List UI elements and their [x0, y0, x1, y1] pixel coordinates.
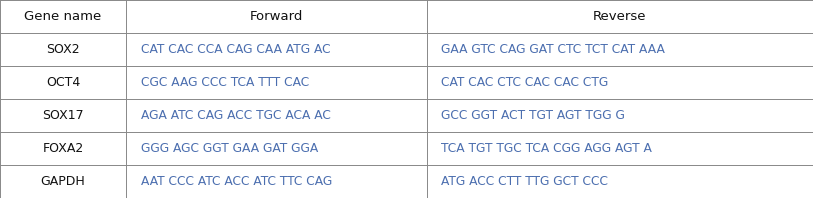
Text: ATG ACC CTT TTG GCT CCC: ATG ACC CTT TTG GCT CCC — [441, 175, 608, 188]
Text: AAT CCC ATC ACC ATC TTC CAG: AAT CCC ATC ACC ATC TTC CAG — [141, 175, 332, 188]
Text: SOX17: SOX17 — [42, 109, 84, 122]
Text: GGG AGC GGT GAA GAT GGA: GGG AGC GGT GAA GAT GGA — [141, 142, 318, 155]
Text: GAPDH: GAPDH — [41, 175, 85, 188]
Text: Reverse: Reverse — [593, 10, 646, 23]
Text: AGA ATC CAG ACC TGC ACA AC: AGA ATC CAG ACC TGC ACA AC — [141, 109, 331, 122]
Text: Forward: Forward — [250, 10, 303, 23]
Text: FOXA2: FOXA2 — [42, 142, 84, 155]
Text: SOX2: SOX2 — [46, 43, 80, 56]
Text: Gene name: Gene name — [24, 10, 102, 23]
Text: TCA TGT TGC TCA CGG AGG AGT A: TCA TGT TGC TCA CGG AGG AGT A — [441, 142, 652, 155]
Text: GAA GTC CAG GAT CTC TCT CAT AAA: GAA GTC CAG GAT CTC TCT CAT AAA — [441, 43, 665, 56]
Text: CAT CAC CTC CAC CAC CTG: CAT CAC CTC CAC CAC CTG — [441, 76, 609, 89]
Text: GCC GGT ACT TGT AGT TGG G: GCC GGT ACT TGT AGT TGG G — [441, 109, 625, 122]
Text: OCT4: OCT4 — [46, 76, 80, 89]
Text: CGC AAG CCC TCA TTT CAC: CGC AAG CCC TCA TTT CAC — [141, 76, 309, 89]
Text: CAT CAC CCA CAG CAA ATG AC: CAT CAC CCA CAG CAA ATG AC — [141, 43, 330, 56]
